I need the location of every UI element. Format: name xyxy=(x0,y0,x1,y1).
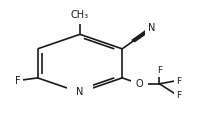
Text: N: N xyxy=(148,23,155,33)
Text: CH₃: CH₃ xyxy=(71,10,89,20)
Text: F: F xyxy=(15,76,20,86)
Text: N: N xyxy=(76,87,84,97)
Text: F: F xyxy=(176,91,181,100)
Text: F: F xyxy=(157,66,162,75)
Text: F: F xyxy=(176,77,181,86)
Text: O: O xyxy=(136,79,143,89)
